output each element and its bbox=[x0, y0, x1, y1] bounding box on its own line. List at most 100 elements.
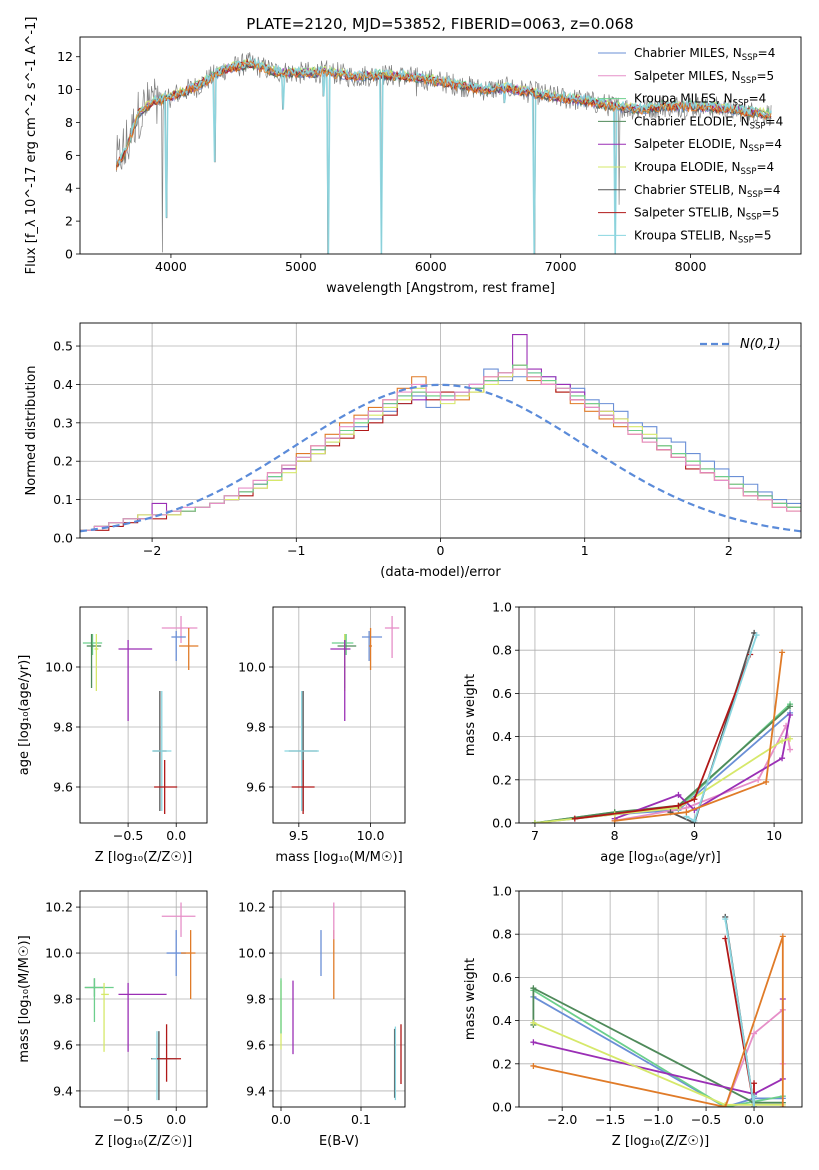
errorbar-group bbox=[284, 616, 400, 814]
histogram-series bbox=[80, 368, 801, 531]
y-tick-label: 0.1 bbox=[53, 492, 73, 507]
errorbar-point bbox=[369, 628, 372, 670]
weight-series-line bbox=[724, 918, 755, 1107]
y-tick-label: 8 bbox=[65, 115, 73, 130]
x-tick-label: 10 bbox=[766, 828, 782, 843]
y-tick-label: 0.2 bbox=[53, 454, 73, 469]
errorbar-point bbox=[118, 982, 167, 1052]
x-axis-label: wavelength [Angstrom, rest frame] bbox=[326, 281, 555, 296]
axes-frame bbox=[79, 890, 208, 1108]
x-tick-label: 10.0 bbox=[357, 828, 385, 843]
y-tick-label: 6 bbox=[65, 148, 73, 163]
weight-series-line bbox=[724, 938, 755, 1107]
weight-marker bbox=[751, 1080, 758, 1087]
y-tick-label: 9.8 bbox=[246, 992, 266, 1007]
x-tick-label: 5000 bbox=[285, 259, 317, 274]
y-axis-label: mass [log₁₀(M/M☉)] bbox=[17, 935, 32, 1062]
errorbar-point bbox=[179, 628, 199, 670]
errorbar-point bbox=[118, 640, 153, 721]
y-tick-label: 0.6 bbox=[492, 686, 512, 701]
figure-title: PLATE=2120, MJD=53852, FIBERID=0063, z=0… bbox=[246, 15, 633, 33]
axes-frame bbox=[79, 606, 208, 824]
y-tick-label: 10.0 bbox=[45, 946, 73, 961]
mass-vs-Z-panel: −0.5 0.0 9.4 9.6 9.8 10.0 10.2 Z [log₁₀(Z/Z☉)] m… bbox=[17, 890, 208, 1149]
x-axis-label: Z [log₁₀(Z/Z☉)] bbox=[95, 850, 192, 865]
weight-marker bbox=[779, 933, 786, 940]
y-tick-label: 0.0 bbox=[492, 1100, 512, 1115]
weight-marker bbox=[530, 985, 537, 992]
errorbar-point bbox=[86, 634, 102, 688]
y-tick-label: 9.4 bbox=[53, 1083, 73, 1098]
x-tick-label: 1 bbox=[581, 543, 589, 558]
age-vs-Z-panel: −0.5 0.0 9.6 9.8 10.0 Z [log₁₀(Z/Z☉)] age [log… bbox=[17, 606, 208, 865]
x-axis-label: age [log₁₀(age/yr)] bbox=[600, 850, 721, 865]
weight-marker bbox=[531, 820, 538, 823]
errorbar-point bbox=[330, 640, 351, 721]
weight-series-line bbox=[614, 652, 783, 822]
x-tick-label: 0.1 bbox=[351, 1112, 371, 1127]
plot-area bbox=[80, 607, 207, 823]
y-tick-label: 10.0 bbox=[45, 660, 73, 675]
legend-label: Chabrier MILES, NSSP=4 bbox=[634, 46, 775, 63]
y-tick-label: 0.4 bbox=[492, 729, 512, 744]
weight-series-line bbox=[532, 989, 783, 1107]
y-tick-label: 0.5 bbox=[53, 339, 73, 354]
spectrum-panel: 4000 5000 6000 7000 8000 0 2 4 6 8 10 12 wavelength … bbox=[24, 17, 802, 296]
x-tick-label: 8 bbox=[611, 828, 619, 843]
x-tick-label: 0.0 bbox=[744, 1112, 764, 1127]
x-tick-label: 9 bbox=[690, 828, 698, 843]
x-axis-label: mass [log₁₀(M/M☉)] bbox=[275, 850, 402, 865]
axes-frame bbox=[272, 606, 406, 824]
y-tick-label: 9.6 bbox=[53, 1037, 73, 1052]
errorbar-point bbox=[154, 760, 178, 814]
weight-lines bbox=[531, 629, 794, 823]
x-axis-label: Z [log₁₀(Z/Z☉)] bbox=[612, 1134, 709, 1149]
weight-marker bbox=[683, 809, 690, 816]
legend-label: Kroupa ELODIE, NSSP=4 bbox=[634, 160, 774, 177]
x-tick-label: −0.5 bbox=[691, 1112, 721, 1127]
axes-frame bbox=[272, 890, 406, 1108]
weight-marker bbox=[787, 735, 794, 742]
y-axis-label: Flux [f_λ 10^-17 erg cm^-2 s^-1 A^-1] bbox=[24, 17, 39, 275]
axes-frame bbox=[79, 322, 802, 539]
y-axis-label: mass weight bbox=[463, 958, 478, 1040]
errorbar-point bbox=[101, 982, 109, 1052]
mass-vs-EBV-panel: 0.0 0.1 9.4 9.6 9.8 10.0 10.2 E(B-V) bbox=[238, 890, 406, 1149]
y-tick-label: 12 bbox=[57, 49, 73, 64]
axes-frame bbox=[518, 890, 803, 1108]
residual-histogram-panel: −2 −1 0 1 2 0.0 0.1 0.2 0.3 0.4 0.5 (data-model)/er… bbox=[24, 322, 802, 580]
weight-marker bbox=[753, 632, 760, 639]
y-axis-label: mass weight bbox=[463, 674, 478, 756]
y-tick-label: 9.8 bbox=[246, 720, 266, 735]
x-axis-label: (data-model)/error bbox=[380, 565, 501, 580]
axes-frame bbox=[79, 36, 802, 255]
weight-marker bbox=[787, 712, 794, 718]
legend-label: Salpeter MILES, NSSP=5 bbox=[634, 69, 774, 86]
x-tick-label: 0.0 bbox=[166, 1112, 186, 1127]
errorbar-group bbox=[280, 902, 402, 1101]
x-tick-label: −2.0 bbox=[547, 1112, 577, 1127]
y-tick-label: 10 bbox=[57, 82, 73, 97]
normal-curve-line bbox=[80, 383, 801, 533]
weight-marker bbox=[675, 791, 682, 798]
y-tick-label: 10.0 bbox=[238, 946, 266, 961]
massweight-vs-age-panel: 7 8 9 10 0.0 0.2 0.4 0.6 0.8 1.0 age [log₁₀(age/yr… bbox=[463, 600, 803, 865]
y-tick-label: 0.2 bbox=[492, 772, 512, 787]
model-spectrum-line bbox=[115, 61, 772, 168]
legend-label: Chabrier STELIB, NSSP=4 bbox=[634, 183, 781, 200]
spectrum-legend: Chabrier MILES, NSSP=4 Salpeter MILES, NS… bbox=[598, 46, 783, 245]
weight-marker bbox=[675, 802, 682, 809]
errorbar-point bbox=[181, 930, 196, 999]
x-axis-label: E(B-V) bbox=[319, 1134, 359, 1149]
y-axis-label: Normed distribution bbox=[24, 366, 39, 496]
weight-marker bbox=[691, 796, 698, 803]
axes-frame bbox=[518, 606, 803, 824]
weight-series-line bbox=[574, 654, 752, 820]
weight-marker bbox=[530, 1062, 537, 1069]
model-spectrum-line bbox=[116, 56, 772, 254]
y-tick-label: 0.8 bbox=[492, 927, 512, 942]
x-tick-label: −1.0 bbox=[643, 1112, 673, 1127]
errorbar-group bbox=[82, 616, 199, 814]
weight-series-line bbox=[533, 936, 784, 1107]
